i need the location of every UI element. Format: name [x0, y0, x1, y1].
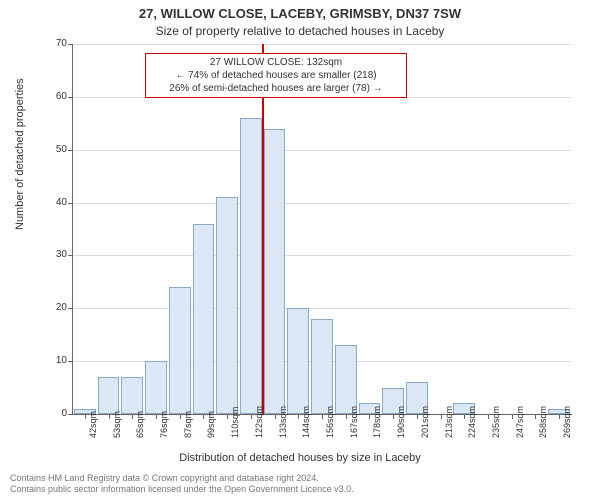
histogram-bar [335, 345, 357, 414]
xtick-mark [132, 414, 133, 419]
xtick-label: 144sqm [301, 406, 311, 438]
chart-area: 01020304050607042sqm53sqm65sqm76sqm87sqm… [72, 44, 571, 415]
ytick-mark [68, 414, 73, 415]
footer-line2: Contains public sector information licen… [10, 484, 354, 496]
xtick-mark [156, 414, 157, 419]
xtick-label: 190sqm [396, 406, 406, 438]
annotation-line: ← 74% of detached houses are smaller (21… [150, 69, 402, 82]
ytick-mark [68, 150, 73, 151]
gridline [73, 44, 571, 45]
xtick-label: 235sqm [491, 406, 501, 438]
xtick-label: 65sqm [135, 411, 145, 438]
xtick-mark [512, 414, 513, 419]
xtick-mark [369, 414, 370, 419]
histogram-bar [240, 118, 262, 414]
xtick-mark [441, 414, 442, 419]
xtick-mark [275, 414, 276, 419]
ytick-label: 70 [45, 38, 67, 49]
xtick-mark [85, 414, 86, 419]
xtick-label: 110sqm [230, 407, 240, 438]
xtick-mark [559, 414, 560, 419]
reference-vline [262, 44, 264, 414]
ytick-mark [68, 203, 73, 204]
footer-line1: Contains HM Land Registry data © Crown c… [10, 473, 354, 485]
xtick-mark [322, 414, 323, 419]
xtick-label: 87sqm [183, 411, 193, 438]
histogram-bar [98, 377, 120, 414]
xtick-mark [535, 414, 536, 419]
chart-title-sub: Size of property relative to detached ho… [0, 24, 600, 38]
histogram-bar [193, 224, 215, 414]
ytick-label: 0 [45, 408, 67, 419]
ytick-mark [68, 97, 73, 98]
ytick-mark [68, 361, 73, 362]
xtick-label: 258sqm [538, 406, 548, 438]
ytick-mark [68, 308, 73, 309]
ytick-label: 30 [45, 249, 67, 260]
x-axis-label: Distribution of detached houses by size … [0, 452, 600, 464]
ytick-label: 60 [45, 91, 67, 102]
histogram-bar [169, 287, 191, 414]
xtick-label: 42sqm [88, 411, 98, 438]
xtick-mark [227, 414, 228, 419]
ytick-label: 50 [45, 144, 67, 155]
xtick-mark [180, 414, 181, 419]
ytick-mark [68, 255, 73, 256]
xtick-mark [298, 414, 299, 419]
xtick-mark [488, 414, 489, 419]
xtick-label: 156sqm [325, 406, 335, 438]
xtick-label: 201sqm [420, 406, 430, 438]
xtick-label: 269sqm [562, 406, 572, 438]
gridline [73, 203, 571, 204]
histogram-bar [145, 361, 167, 414]
gridline [73, 150, 571, 151]
y-axis-label: Number of detached properties [14, 78, 26, 230]
xtick-label: 99sqm [206, 411, 216, 438]
ytick-label: 10 [45, 355, 67, 366]
histogram-bar [311, 319, 333, 414]
gridline [73, 255, 571, 256]
xtick-label: 247sqm [515, 406, 525, 438]
xtick-mark [109, 414, 110, 419]
xtick-label: 213sqm [444, 406, 454, 438]
xtick-mark [203, 414, 204, 419]
xtick-label: 167sqm [349, 406, 359, 438]
xtick-mark [417, 414, 418, 419]
xtick-label: 76sqm [159, 411, 169, 438]
histogram-bar [121, 377, 143, 414]
ytick-label: 40 [45, 197, 67, 208]
histogram-bar [264, 129, 286, 414]
footer-attribution: Contains HM Land Registry data © Crown c… [10, 473, 354, 496]
histogram-bar [287, 308, 309, 414]
annotation-box: 27 WILLOW CLOSE: 132sqm← 74% of detached… [145, 53, 407, 98]
gridline [73, 308, 571, 309]
chart-title-main: 27, WILLOW CLOSE, LACEBY, GRIMSBY, DN37 … [0, 6, 600, 21]
xtick-label: 53sqm [112, 411, 122, 438]
ytick-mark [68, 44, 73, 45]
xtick-mark [393, 414, 394, 419]
annotation-line: 27 WILLOW CLOSE: 132sqm [150, 56, 402, 69]
xtick-label: 224sqm [467, 406, 477, 438]
ytick-label: 20 [45, 302, 67, 313]
histogram-bar [216, 197, 238, 414]
xtick-mark [464, 414, 465, 419]
annotation-line: 26% of semi-detached houses are larger (… [150, 82, 402, 95]
xtick-label: 178sqm [372, 406, 382, 438]
xtick-label: 133sqm [278, 406, 288, 438]
xtick-mark [346, 414, 347, 419]
xtick-mark [251, 414, 252, 419]
